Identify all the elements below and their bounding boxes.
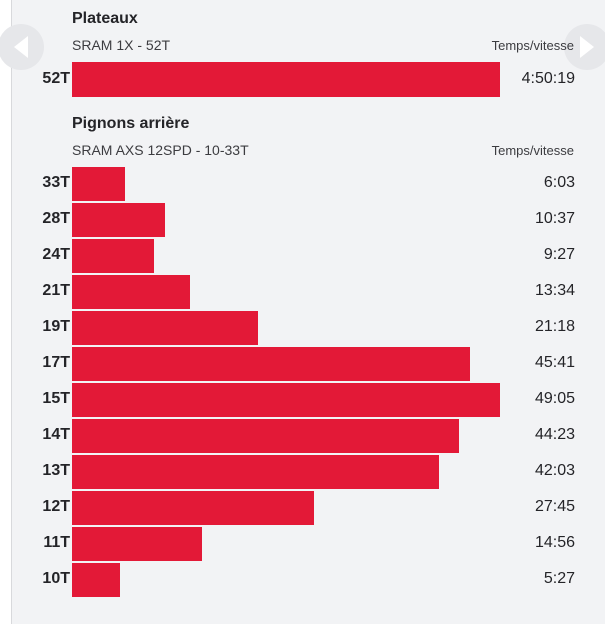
gear-bar <box>72 311 258 345</box>
gear-bar <box>72 275 190 309</box>
chart-title: Plateaux <box>72 10 138 27</box>
value-column-header: Temps/vitesse <box>491 143 574 158</box>
gear-bar <box>72 527 202 561</box>
gear-bar <box>72 563 120 597</box>
gear-label: 21T <box>42 282 70 299</box>
gear-label: 13T <box>42 462 70 479</box>
gear-bar <box>72 239 154 273</box>
gear-bar <box>72 491 314 525</box>
gear-label: 19T <box>42 318 70 335</box>
chevron-right-icon <box>580 36 594 58</box>
next-button[interactable] <box>564 24 605 70</box>
gear-bar <box>72 383 500 417</box>
gear-bar <box>72 455 439 489</box>
gear-bar <box>72 203 165 237</box>
gear-label: 15T <box>42 390 70 407</box>
gear-label: 24T <box>42 246 70 263</box>
gear-time-value: 44:23 <box>534 426 575 443</box>
gear-time-value: 49:05 <box>534 390 575 407</box>
gear-time-value: 45:41 <box>534 354 575 371</box>
gear-time-value: 5:27 <box>543 570 575 587</box>
gear-label: 33T <box>42 174 70 191</box>
gear-label: 52T <box>42 69 70 87</box>
gear-time-value: 13:34 <box>534 282 575 299</box>
gear-bar <box>72 167 125 201</box>
gear-time-value: 27:45 <box>534 498 575 515</box>
value-column-header: Temps/vitesse <box>491 38 574 53</box>
gear-time-value: 21:18 <box>534 318 575 335</box>
gear-time-value: 14:56 <box>534 534 575 551</box>
gear-bar <box>72 62 500 97</box>
gear-label: 17T <box>42 354 70 371</box>
gear-time-value: 10:37 <box>534 210 575 227</box>
chart-title: Pignons arrière <box>72 115 190 132</box>
chevron-left-icon <box>14 36 28 58</box>
gear-label: 10T <box>42 570 70 587</box>
gear-time-value: 9:27 <box>543 246 575 263</box>
chart-subtitle: SRAM AXS 12SPD - 10-33T <box>72 142 249 158</box>
gear-label: 12T <box>42 498 70 515</box>
chart-subtitle: SRAM 1X - 52T <box>72 37 171 53</box>
gear-bar <box>72 419 459 453</box>
gear-label: 14T <box>42 426 70 443</box>
gear-time-value: 42:03 <box>534 462 575 479</box>
gear-label: 11T <box>43 534 70 551</box>
previous-button[interactable] <box>0 24 44 70</box>
gear-time-value: 4:50:19 <box>521 69 575 87</box>
gear-label: 28T <box>42 210 70 227</box>
gear-time-value: 6:03 <box>543 174 575 191</box>
gear-bar <box>72 347 470 381</box>
